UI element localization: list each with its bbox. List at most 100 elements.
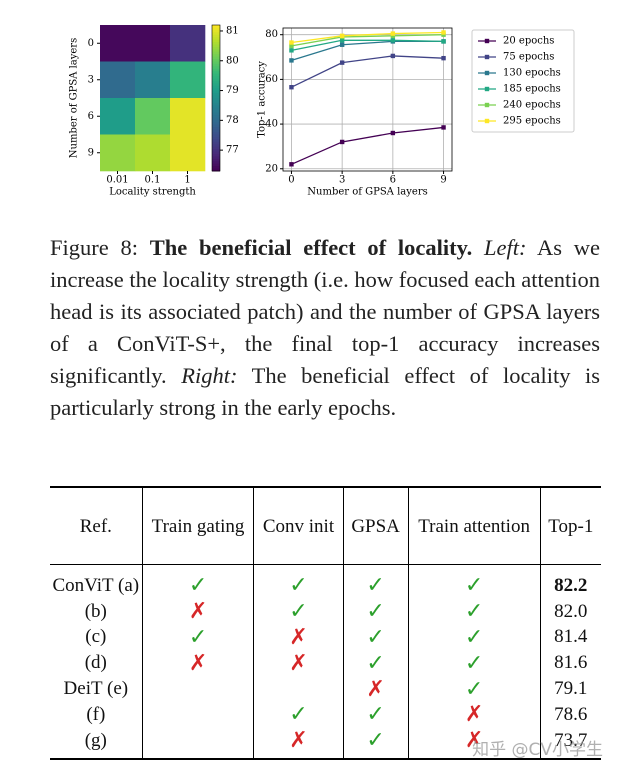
y-axis-label: Number of GPSA layers [69,38,80,158]
table-cell: 81.4 [539,624,601,651]
x-tick-label: 0.01 [106,175,128,186]
table-cell: ✓ [141,624,254,651]
y-tick-label: 60 [265,74,278,85]
heatmap-cell [100,61,136,99]
colorbar-segment [212,153,220,157]
colorbar-segment [212,29,220,33]
colorbar-segment [212,134,220,138]
mark-symbol: ✓ [366,599,385,625]
colorbar-tick-label: 77 [226,145,239,156]
colorbar-segment [212,144,220,148]
table-cell: ✓ [407,598,541,625]
table-cell: ✗ [141,650,254,677]
x-tick-label: 0.1 [145,175,161,186]
y-tick-label: 0 [88,38,94,49]
colorbar-segment [212,168,220,172]
colorbar-segment [212,156,220,160]
y-tick-label: 6 [88,111,94,122]
colorbar-segment [212,76,220,80]
caption-text: As we increase the locality strength (i.… [50,235,601,388]
colorbar-segment [212,51,220,55]
table-cell: ✓ [407,650,541,677]
table-cell: ✓ [253,564,344,599]
column-header: GPSA [342,486,409,565]
table-cell: 82.2 [539,564,601,599]
marker [339,139,345,145]
colorbar-segment [212,83,220,87]
colorbar-segment [212,25,220,28]
marker [339,38,345,43]
x-axis-label: Number of GPSA layers [307,187,427,198]
heatmap-cell [100,98,136,135]
ablation-table: Ref. Train gating Conv init GPSA Train atten… [50,486,601,760]
table-cell: 73.7 [539,727,601,760]
mark-symbol: ✗ [464,702,484,728]
column-header: Train attention [407,486,541,565]
marker [390,33,396,39]
marker [289,58,294,63]
column-header: Conv init [253,486,344,565]
mark-symbol: ✓ [289,599,308,625]
colorbar-tick-label: 81 [226,25,239,36]
mark-symbol: ✓ [366,702,385,728]
colorbar-segment [212,44,220,48]
table-cell: ✗ [253,650,344,677]
legend-label: 295 epochs [503,116,561,127]
table-row: (c) ✓ ✗ ✓ ✓ 81.4 [50,624,601,651]
legend-label: 130 epochs [503,68,561,79]
legend-label: 185 epochs [503,84,561,95]
table-cell: (c) [85,626,107,648]
table-cell: ✓ [253,598,344,625]
y-tick-label: 9 [88,147,94,158]
mark-symbol: ✗ [289,650,308,676]
legend-label: 20 epochs [503,36,554,47]
table-cell: ✓ [342,727,409,760]
table-cell: 81.6 [539,650,601,677]
table-cell: ✓ [253,701,344,728]
colorbar-segment [212,59,220,62]
series-line [291,39,444,51]
table-cell: ✗ [342,676,409,702]
table-row: (g) ✗ ✓ ✗ 73.7 [50,727,601,760]
x-tick-label: 6 [390,175,396,186]
table-cell: ✓ [407,676,541,702]
table-cell: 78.6 [539,701,601,728]
heatmap-cell [170,61,206,99]
mark-symbol: ✗ [188,599,208,625]
table-row: (f) ✓ ✓ ✗ 78.6 [50,701,601,728]
caption: Figure 8: The beneficial effect of local… [50,232,600,424]
y-tick-label: 20 [265,163,278,174]
colorbar-segment [212,127,220,131]
caption-label: Figure 8: [50,235,138,260]
colorbar-segment [212,136,220,140]
legend-marker [484,70,490,76]
y-tick-label: 3 [88,74,94,85]
heatmap-cell [100,134,136,172]
colorbar-segment [212,141,220,145]
table-row: ConViT (a) ✓ ✓ ✓ ✓ 82.2 [50,564,601,599]
legend-marker [484,54,490,60]
table-cell: ✗ [253,624,344,651]
column-header: Train gating [141,486,254,565]
x-tick-label: 0 [288,175,294,186]
heatmap-cell [170,25,206,62]
mark-symbol: ✗ [289,624,308,650]
table-cell: ConViT (a) [52,574,140,596]
legend-marker [484,118,490,124]
marker [390,130,396,136]
heatmap-cell [135,98,171,135]
mark-symbol: ✓ [289,702,308,728]
colorbar-segment [212,80,220,84]
colorbar-segment [212,112,220,116]
marker [289,85,294,90]
mark-symbol: ✗ [464,728,484,754]
colorbar-segment [212,158,220,162]
heatmap-cell [135,25,171,62]
y-tick-label: 80 [265,29,278,40]
heatmap-cell [170,134,206,172]
table-cell: ✓ [407,564,541,599]
y-tick-label: 40 [265,119,278,130]
table-cell: ✗ [141,598,254,625]
marker [441,39,446,44]
